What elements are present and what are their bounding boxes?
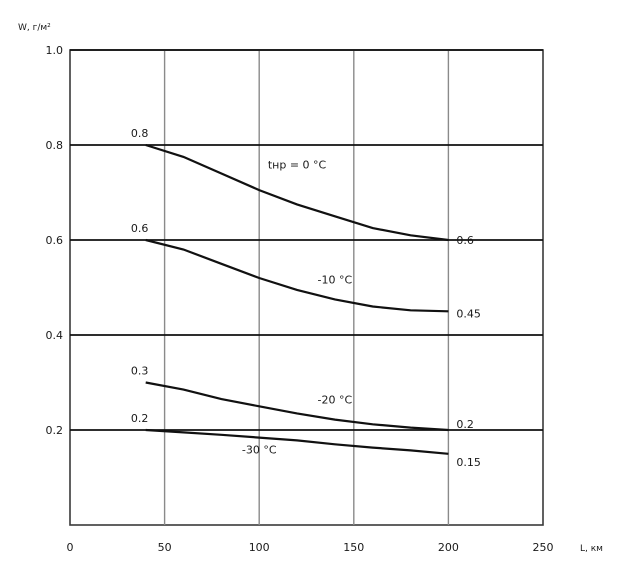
series-start-label: 0.2 bbox=[131, 412, 149, 425]
x-tick-label: 150 bbox=[343, 541, 364, 554]
series-end-label: 0.15 bbox=[456, 456, 481, 469]
y-axis-label: W, г/м² bbox=[18, 23, 51, 33]
x-tick-label: 50 bbox=[158, 541, 172, 554]
series-path bbox=[145, 428, 449, 455]
series-end-label: 0.2 bbox=[456, 418, 474, 431]
series-line-3: 0.2 0.15 -30 °C bbox=[131, 412, 481, 469]
x-axis-label: L, км bbox=[580, 544, 603, 554]
grid bbox=[69, 49, 544, 526]
series-name-label: tнр = 0 °C bbox=[268, 158, 327, 171]
series-start-label: 0.3 bbox=[131, 365, 149, 378]
series-end-label: 0.45 bbox=[456, 307, 481, 320]
x-tick-label: 250 bbox=[533, 541, 554, 554]
series-path bbox=[145, 143, 449, 242]
series-start-label: 0.8 bbox=[131, 127, 149, 140]
series-group: 0.8 0.6 tнр = 0 °C 0.6 0.45 -10 °C 0.3 0.2 -20 °… bbox=[131, 127, 481, 469]
series-end-label: 0.6 bbox=[456, 234, 474, 247]
y-tick-label: 0.2 bbox=[46, 424, 64, 437]
series-name-label: -20 °C bbox=[318, 394, 353, 407]
y-tick-label: 0.6 bbox=[46, 234, 64, 247]
series-path bbox=[145, 381, 449, 432]
series-path bbox=[145, 238, 449, 313]
y-tick-label: 0.4 bbox=[46, 329, 64, 342]
x-tick-label: 0 bbox=[67, 541, 74, 554]
y-tick-label: 0.8 bbox=[46, 139, 64, 152]
series-name-label: -10 °C bbox=[318, 273, 353, 286]
series-line-0: 0.8 0.6 tнр = 0 °C bbox=[131, 127, 474, 247]
plot-frame bbox=[69, 49, 544, 526]
series-line-2: 0.3 0.2 -20 °C bbox=[131, 365, 474, 432]
x-tick-label: 100 bbox=[249, 541, 270, 554]
series-name-label: -30 °C bbox=[242, 444, 277, 457]
series-start-label: 0.6 bbox=[131, 222, 149, 235]
y-tick-label: 1.0 bbox=[46, 44, 64, 57]
x-tick-label: 200 bbox=[438, 541, 459, 554]
tick-labels: 0 50 100 150 200 250 0.2 0.4 0.6 0.8 1.0 bbox=[46, 44, 554, 554]
series-line-1: 0.6 0.45 -10 °C bbox=[131, 222, 481, 320]
